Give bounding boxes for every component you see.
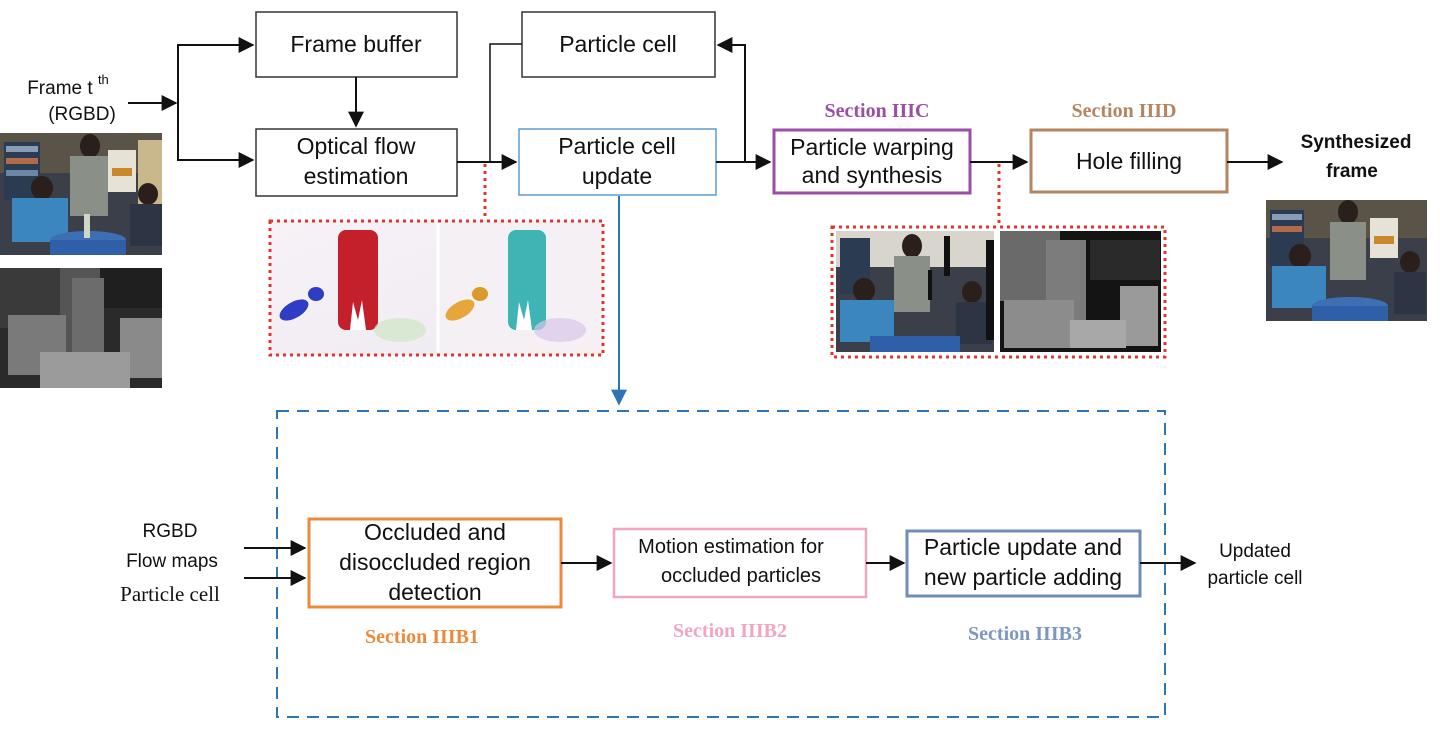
- to-optical-flow-arrow: [177, 100, 255, 168]
- frame-label: Frame t th: [27, 72, 109, 99]
- particle-cell-update-label-1: Particle cell: [558, 133, 676, 159]
- occluded-label-3: detection: [388, 579, 481, 605]
- hole-filling-box: Hole filling: [1029, 128, 1229, 194]
- motion-label-2: occluded particles: [661, 565, 821, 587]
- occluded-label-2: disoccluded region: [339, 549, 531, 575]
- particle-cell-update-label-2: update: [582, 163, 652, 189]
- occluded-detection-box: Occluded and disoccluded region detectio…: [307, 517, 563, 609]
- particle-cell-feed-line: [489, 43, 522, 162]
- frame-type-label: (RGBD): [48, 104, 116, 125]
- section-iiib3-label: Section IIIB3: [968, 623, 1082, 645]
- occluded-label-1: Occluded and: [364, 519, 506, 545]
- particle-warping-label-2: and synthesis: [802, 162, 943, 188]
- optical-flow-label-1: Optical flow: [297, 133, 416, 159]
- input-depth-image: [0, 268, 162, 388]
- particle-cell-box: Particle cell: [521, 11, 716, 78]
- optical-flow-visualization: [268, 219, 605, 357]
- sub-input-flow: Flow maps: [126, 551, 218, 572]
- input-rgb-image: [0, 133, 162, 255]
- particle-update-label-1: Particle update and: [924, 534, 1122, 560]
- section-iiib1-label: Section IIIB1: [365, 626, 479, 648]
- particle-cell-label: Particle cell: [559, 31, 677, 57]
- particle-warping-label-1: Particle warping: [790, 134, 954, 160]
- sub-input-rgbd: RGBD: [143, 521, 198, 542]
- particle-update-label-2: new particle adding: [924, 564, 1122, 590]
- section-iiid-label: Section IIID: [1071, 100, 1176, 122]
- sub-input-particle-cell: Particle cell: [120, 582, 220, 606]
- section-iiib2-label: Section IIIB2: [673, 620, 787, 642]
- hole-filling-label: Hole filling: [1076, 148, 1182, 174]
- warping-visualization: [830, 225, 1167, 359]
- section-iiic-label: Section IIIC: [824, 100, 929, 122]
- to-frame-buffer-arrow: [177, 37, 255, 160]
- optical-flow-box: Optical flow estimation: [255, 128, 458, 197]
- sub-output-1: Updated: [1219, 541, 1291, 562]
- optical-flow-label-2: estimation: [304, 163, 409, 189]
- motion-estimation-box: Motion estimation for occluded particles: [612, 527, 868, 599]
- frame-buffer-label: Frame buffer: [290, 31, 422, 57]
- frame-sup: th: [98, 72, 109, 87]
- output-label-2: frame: [1326, 161, 1378, 182]
- sub-output-2: particle cell: [1207, 568, 1302, 589]
- particle-warping-box: Particle warping and synthesis: [772, 128, 972, 195]
- output-label-1: Synthesized: [1301, 132, 1412, 153]
- frame-buffer-box: Frame buffer: [255, 11, 458, 78]
- particle-cell-update-box: Particle cell update: [518, 128, 717, 196]
- output-rgb-image: [1266, 200, 1427, 321]
- motion-label-1: Motion estimation for: [638, 536, 824, 558]
- particle-update-box: Particle update and new particle adding: [905, 529, 1142, 598]
- update-to-cell-arrow: [716, 37, 746, 162]
